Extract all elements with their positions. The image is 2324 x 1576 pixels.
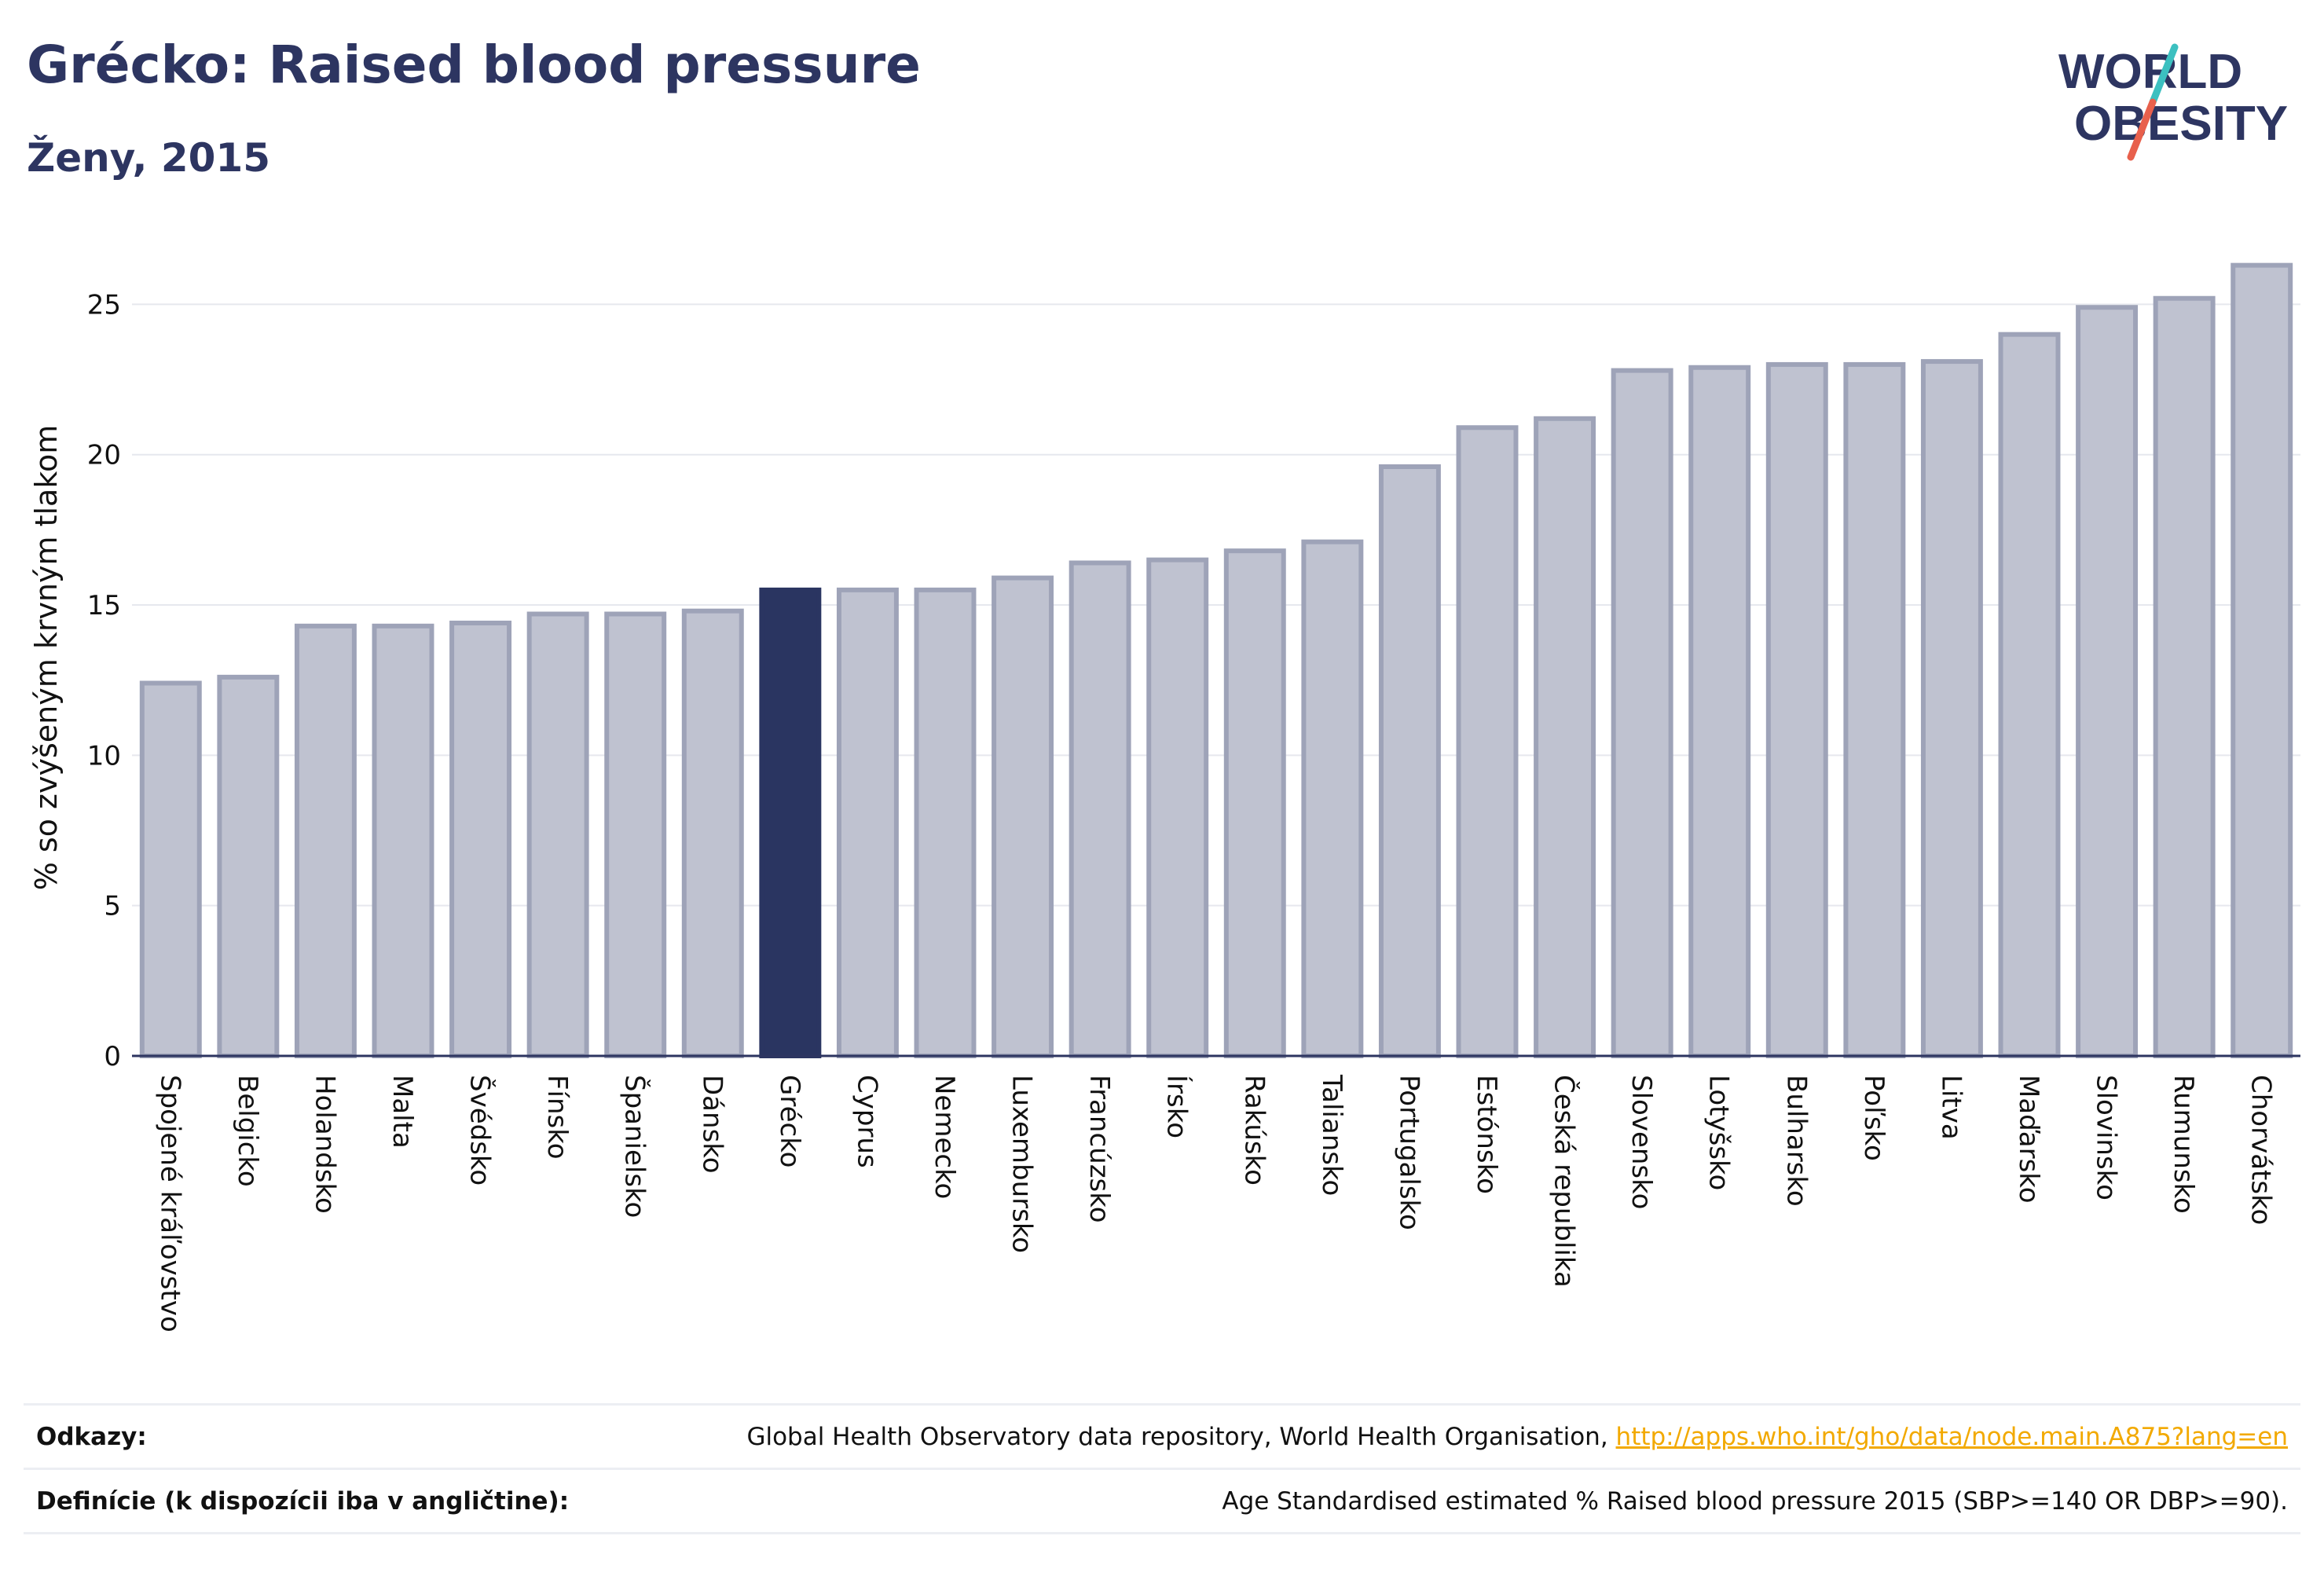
x-tick-label: Francúzsko bbox=[1083, 1075, 1115, 1223]
bar bbox=[2153, 295, 2216, 1058]
x-tick-label: Cyprus bbox=[851, 1075, 882, 1168]
x-tick-label: Nemecko bbox=[929, 1075, 960, 1199]
y-axis-title: % so zvýšeným krvným tlakom bbox=[29, 425, 64, 891]
x-tick-label: Chorvátsko bbox=[2245, 1075, 2277, 1225]
x-tick-label: Poľsko bbox=[1858, 1075, 1890, 1161]
bar bbox=[1301, 539, 1364, 1058]
bar bbox=[1223, 548, 1286, 1058]
bar bbox=[836, 587, 899, 1058]
x-tick-label: Malta bbox=[387, 1075, 418, 1149]
logo-slash-top bbox=[2149, 43, 2179, 106]
bar bbox=[1998, 332, 2061, 1058]
x-tick-label: Lotyšsko bbox=[1703, 1075, 1735, 1190]
bar bbox=[1688, 365, 1751, 1059]
sources-value: Global Health Observatory data repositor… bbox=[746, 1423, 2288, 1451]
x-tick-label: Holandsko bbox=[309, 1075, 340, 1214]
bar bbox=[1456, 425, 1519, 1058]
x-tick-label: Estónsko bbox=[1471, 1075, 1502, 1194]
y-tick-label: 10 bbox=[87, 740, 121, 772]
bar bbox=[139, 680, 202, 1058]
chart-subtitle: Ženy, 2015 bbox=[27, 135, 271, 181]
x-tick-label: Írsko bbox=[1161, 1075, 1193, 1138]
bar bbox=[449, 620, 512, 1058]
sources-link[interactable]: http://apps.who.int/gho/data/node.main.A… bbox=[1615, 1423, 2288, 1451]
y-tick-label: 0 bbox=[104, 1041, 121, 1072]
sources-label: Odkazy: bbox=[36, 1423, 147, 1451]
bar-chart: 0 5 10 15 20 25 % so zvýšeným krvným tlakom Spo… bbox=[29, 262, 2300, 1332]
x-tick-label: Slovinsko bbox=[2091, 1075, 2122, 1200]
bar bbox=[217, 674, 280, 1058]
x-tick-label: Slovensko bbox=[1626, 1075, 1657, 1209]
x-tick-label: Rakúsko bbox=[1238, 1075, 1270, 1186]
bar bbox=[1765, 361, 1828, 1059]
logo-slash-bottom bbox=[2127, 98, 2157, 161]
bar bbox=[914, 587, 977, 1058]
bar bbox=[1534, 416, 1596, 1058]
x-tick-label: Fínsko bbox=[541, 1075, 573, 1160]
x-tick-label: Španielsko bbox=[619, 1075, 651, 1218]
y-tick-label: 5 bbox=[104, 891, 121, 922]
logo-text-world: WORLD bbox=[2058, 45, 2242, 99]
bar bbox=[1843, 361, 1906, 1059]
definitions-label: Definície (k dispozícii iba v angličtine… bbox=[36, 1487, 570, 1516]
definitions-value: Age Standardised estimated % Raised bloo… bbox=[1222, 1487, 2288, 1516]
world-obesity-logo: WORLD OBESITY bbox=[2058, 43, 2288, 161]
x-tick-label: Česká republika bbox=[1549, 1075, 1581, 1288]
bar-highlighted bbox=[759, 587, 822, 1058]
x-tick-label: Dánsko bbox=[696, 1075, 728, 1174]
bar bbox=[1920, 359, 1983, 1059]
bar bbox=[681, 608, 744, 1058]
x-tick-label: Grécko bbox=[774, 1075, 805, 1167]
x-tick-label: Rumunsko bbox=[2168, 1075, 2199, 1214]
bar bbox=[604, 611, 667, 1058]
bar bbox=[1069, 560, 1131, 1058]
bar bbox=[2076, 305, 2139, 1058]
bar bbox=[1146, 557, 1209, 1058]
y-tick-label: 20 bbox=[87, 440, 121, 471]
x-tick-label: Litva bbox=[1935, 1075, 1967, 1140]
bar bbox=[992, 575, 1054, 1058]
x-tick-label: Maďarsko bbox=[2013, 1075, 2044, 1204]
bar bbox=[2231, 262, 2293, 1058]
logo-text-obesity: OBESITY bbox=[2074, 97, 2288, 151]
bar bbox=[1611, 368, 1673, 1059]
x-tick-label: Bulharsko bbox=[1780, 1075, 1812, 1207]
x-tick-label: Spojené kráľovstvo bbox=[154, 1075, 185, 1332]
x-tick-label: Luxembursko bbox=[1006, 1075, 1038, 1253]
bar bbox=[372, 623, 434, 1058]
x-tick-label: Taliansko bbox=[1316, 1074, 1347, 1196]
bar bbox=[1378, 464, 1441, 1058]
x-tick-label: Portugalsko bbox=[1393, 1075, 1424, 1230]
y-tick-label: 25 bbox=[87, 289, 121, 321]
chart-title: Grécko: Raised blood pressure bbox=[27, 35, 921, 95]
bar bbox=[294, 623, 357, 1058]
references-bottom-rule bbox=[24, 1532, 2300, 1534]
sources-text: Global Health Observatory data repositor… bbox=[746, 1423, 1616, 1451]
y-tick-label: 15 bbox=[87, 590, 121, 621]
bar bbox=[526, 611, 589, 1058]
sources-row: Odkazy: Global Health Observatory data r… bbox=[24, 1403, 2300, 1468]
x-tick-label: Belgicko bbox=[232, 1075, 263, 1187]
x-tick-label: Švédsko bbox=[464, 1075, 497, 1186]
definitions-row: Definície (k dispozícii iba v angličtine… bbox=[24, 1468, 2300, 1533]
